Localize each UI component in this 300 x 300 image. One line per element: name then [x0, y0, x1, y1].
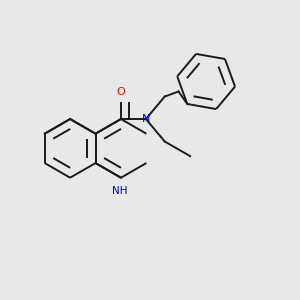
Text: NH: NH: [112, 186, 127, 196]
Text: N: N: [142, 114, 150, 124]
Text: O: O: [117, 87, 125, 97]
